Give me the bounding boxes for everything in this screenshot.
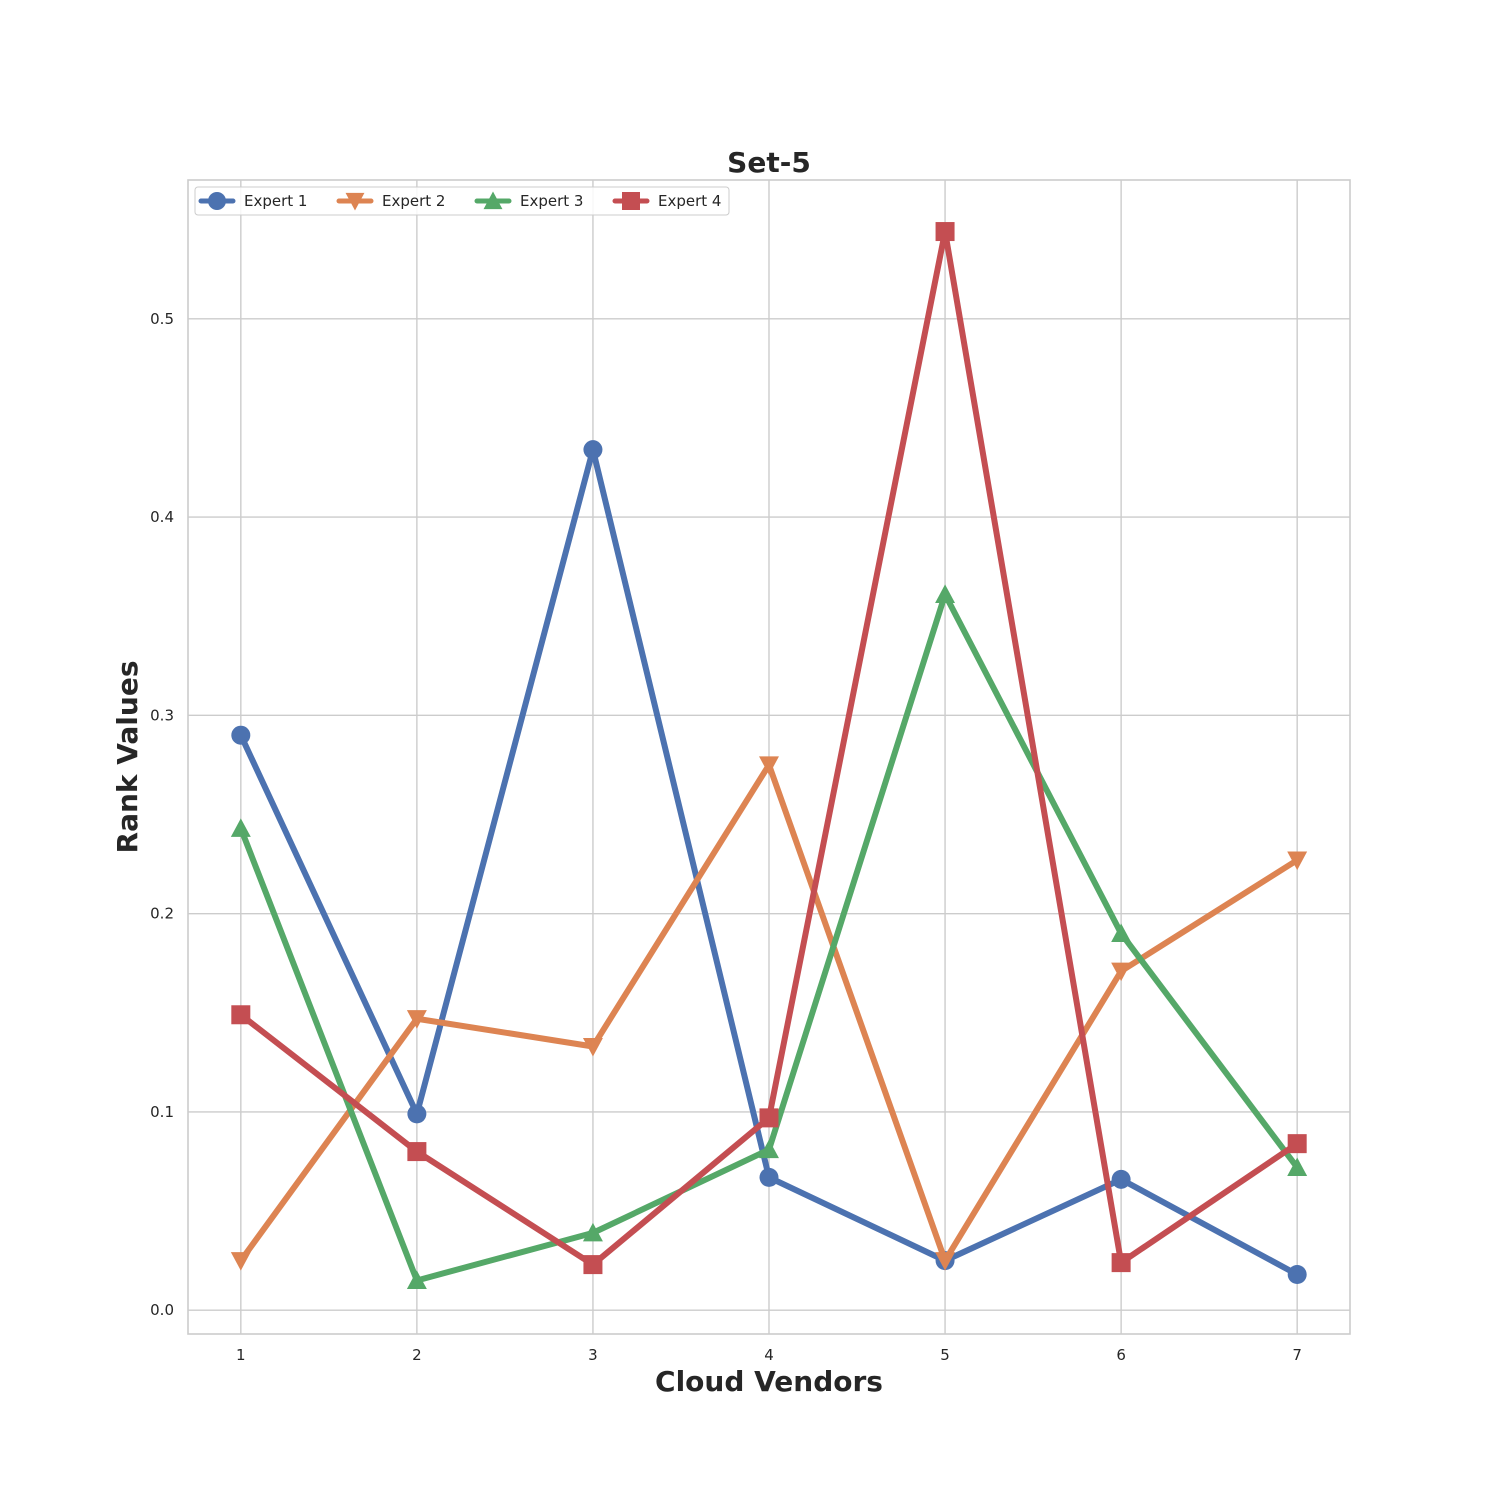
data-point [1111,962,1132,982]
x-tick-label: 5 [940,1346,950,1364]
data-point [759,1108,779,1128]
legend-item: Expert 4 [612,192,721,210]
data-point [407,1142,427,1162]
legend-label: Expert 4 [658,192,721,210]
data-point [230,818,251,837]
legend-item: Expert 2 [336,192,445,211]
data-point [1287,851,1308,871]
legend: Expert 1 Expert 2 Expert 3 Expert 4 [194,186,730,216]
x-tick-label: 7 [1292,1346,1302,1364]
data-point [759,1167,779,1187]
x-tick-labels: 1 2 3 4 5 6 7 [236,1346,1302,1364]
data-point [1287,1134,1307,1154]
legend-marker [208,192,226,210]
legend-label: Expert 3 [520,192,583,210]
data-point [231,725,251,745]
data-point [407,1104,427,1124]
y-tick-label: 0.2 [150,905,174,923]
y-tick-label: 0.1 [150,1103,174,1121]
legend-marker [483,191,503,210]
y-tick-label: 0.0 [150,1301,174,1319]
data-point [583,440,603,460]
y-axis-title: Rank Values [111,661,144,854]
legend-label: Expert 1 [244,192,307,210]
series-layer [230,222,1308,1290]
data-point [583,1255,603,1275]
x-tick-label: 3 [588,1346,598,1364]
x-tick-label: 2 [412,1346,422,1364]
legend-marker [345,192,365,211]
data-point [935,1252,956,1271]
y-tick-label: 0.3 [150,706,174,724]
data-point [759,756,779,775]
data-point [1111,923,1132,943]
data-point [1111,1253,1131,1273]
data-point [1111,1169,1131,1189]
grid-lines [188,180,1350,1334]
legend-item: Expert 3 [474,191,583,210]
data-point [231,1005,251,1025]
chart-title: Set-5 [727,146,811,179]
data-point [406,1010,427,1029]
plot-frame [187,179,1351,1335]
legend-marker [622,192,640,210]
x-tick-label: 1 [236,1346,246,1364]
y-tick-label: 0.4 [150,508,174,526]
data-point [582,1037,603,1057]
x-tick-label: 6 [1116,1346,1126,1364]
data-point [935,222,955,242]
series-2 [230,756,1308,1271]
y-tick-label: 0.5 [150,310,174,328]
legend-label: Expert 2 [382,192,445,210]
legend-item: Expert 1 [198,192,307,210]
data-point [582,1222,603,1242]
x-axis-title: Cloud Vendors [655,1365,883,1398]
legend-box [194,186,730,216]
y-tick-labels: 0.0 0.1 0.2 0.3 0.4 0.5 [150,310,174,1319]
data-point [1287,1265,1307,1285]
data-point [935,584,956,603]
series-4 [231,222,1307,1275]
data-point [1287,1157,1308,1176]
data-point [406,1270,427,1290]
series-3 [230,584,1308,1290]
x-tick-label: 4 [764,1346,774,1364]
data-point [759,1139,779,1159]
data-point [230,1252,251,1271]
